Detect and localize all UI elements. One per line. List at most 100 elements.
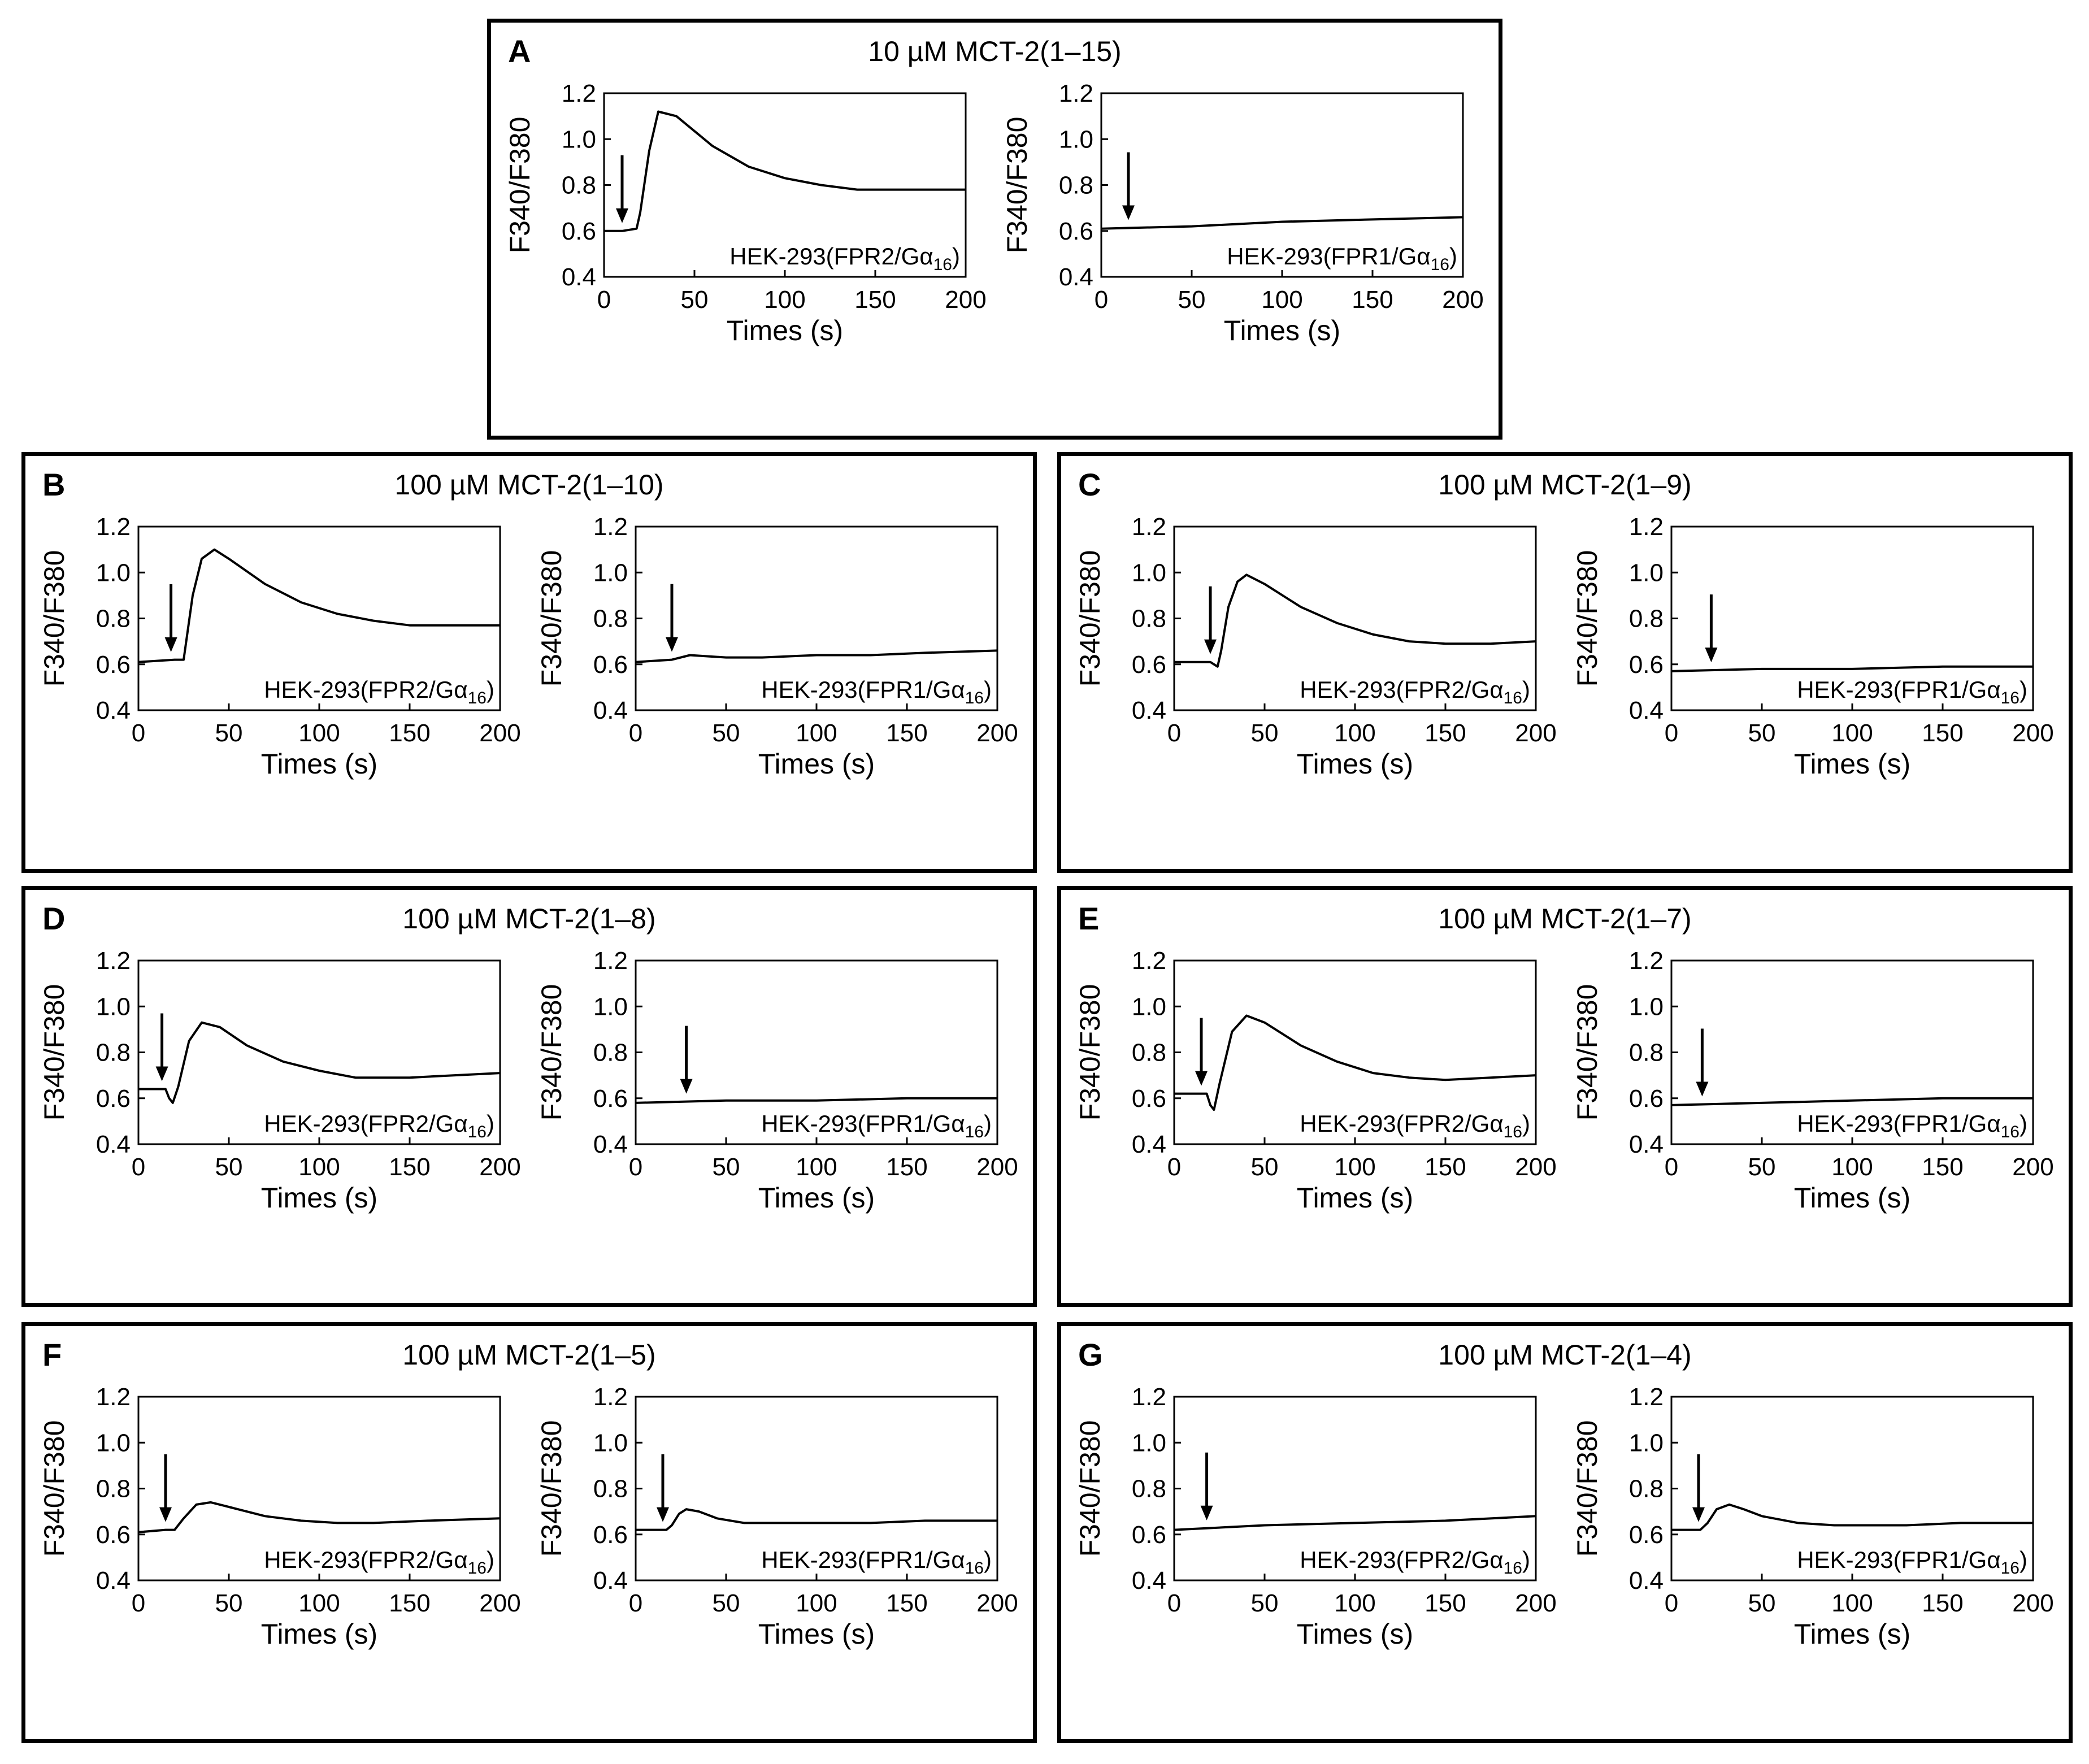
y-tick-label: 1.2 [1132,513,1166,541]
x-axis-label: Times (s) [1297,1182,1413,1214]
y-tick-label: 1.2 [1629,1383,1664,1411]
x-tick-label: 0 [1167,1589,1181,1617]
x-tick-label: 50 [1748,1153,1776,1181]
cell-line-subscript: 16 [2001,1559,2019,1578]
y-axis-label: F340/F380 [536,984,567,1121]
right-plot: 0 50 100 150 200 0.4 0.6 0.8 1.0 1.2 Times (s) F340… [536,513,1018,780]
left-plot: 0 50 100 150 200 0.4 0.6 0.8 1.0 1.2 Times (s) F340… [504,80,987,346]
x-tick-label: 0 [629,719,642,747]
cell-line-close: ) [2019,1546,2027,1573]
y-axis-label: F340/F380 [1074,984,1106,1121]
cell-line-close: ) [487,1110,494,1137]
cell-line-name: HEK-293(FPR2/Gα [264,1110,467,1137]
x-axis-label: Times (s) [1794,748,1910,780]
x-tick-label: 150 [1922,719,1963,747]
cell-line-name: HEK-293(FPR1/Gα [761,1546,965,1573]
panel-letter: A [508,33,531,69]
left-plot: 0 50 100 150 200 0.4 0.6 0.8 1.0 1.2 Times (s) F340… [38,1383,521,1650]
panel-title: 100 µM MCT-2(1–10) [394,469,664,501]
cell-line-subscript: 16 [965,1123,984,1141]
y-tick-label: 1.0 [1132,559,1166,586]
y-axis-label: F340/F380 [1001,117,1033,254]
left-plot: 0 50 100 150 200 0.4 0.6 0.8 1.0 1.2 Times (s) F340… [38,513,521,780]
stimulus-arrow-head [1200,1505,1213,1520]
cell-line-label: HEK-293(FPR1/Gα16) [761,676,992,707]
y-axis-label: F340/F380 [536,1420,567,1557]
cell-line-name: HEK-293(FPR1/Gα [761,676,965,703]
cell-line-label: HEK-293(FPR1/Gα16) [761,1110,992,1141]
cell-line-name: HEK-293(FPR2/Gα [1300,676,1503,703]
panel-b: B 100 µM MCT-2(1–10) 0 50 100 150 200 0.4 0.6 0… [21,452,1037,873]
x-tick-label: 50 [681,286,709,314]
panel-g: G 100 µM MCT-2(1–4) 0 50 100 150 200 0.4 0.6 0.… [1057,1322,2073,1743]
x-tick-label: 0 [132,1589,145,1617]
x-tick-label: 150 [886,1589,927,1617]
panel-title: 100 µM MCT-2(1–9) [1438,469,1692,501]
stimulus-arrow-head [155,1066,168,1081]
y-tick-label: 0.8 [96,1039,131,1067]
x-tick-label: 0 [1095,286,1108,314]
cell-line-name: HEK-293(FPR1/Gα [1797,1110,2000,1137]
cell-line-subscript: 16 [965,689,984,707]
cell-line-subscript: 16 [468,1559,487,1578]
x-tick-label: 100 [1261,286,1302,314]
y-tick-label: 0.8 [1132,1475,1166,1503]
response-curve [138,548,500,663]
cell-line-close: ) [952,243,960,270]
stimulus-arrow-head [680,1079,693,1094]
cell-line-label: HEK-293(FPR2/Gα16) [264,1546,494,1578]
cell-line-name: HEK-293(FPR1/Gα [1797,676,2000,703]
cell-line-close: ) [984,676,992,703]
x-axis-label: Times (s) [261,748,377,780]
stimulus-arrow-head [1122,205,1135,220]
cell-line-name: HEK-293(FPR2/Gα [264,676,467,703]
y-tick-label: 1.0 [96,559,131,586]
right-plot: 0 50 100 150 200 0.4 0.6 0.8 1.0 1.2 Times (s) F340… [1571,1383,2054,1650]
x-tick-label: 100 [1831,1589,1873,1617]
y-tick-label: 0.6 [593,1521,628,1549]
x-tick-label: 150 [389,1153,430,1181]
x-axis-label: Times (s) [1297,1618,1413,1650]
y-tick-label: 1.0 [593,559,628,586]
y-tick-label: 0.8 [1059,172,1093,199]
right-plot: 0 50 100 150 200 0.4 0.6 0.8 1.0 1.2 Times (s) F340… [1001,80,1484,346]
y-axis-label: F340/F380 [1074,1420,1106,1557]
x-tick-label: 100 [796,1589,837,1617]
y-tick-label: 0.6 [1629,1521,1664,1549]
x-tick-label: 200 [1515,1589,1556,1617]
right-plot: 0 50 100 150 200 0.4 0.6 0.8 1.0 1.2 Times (s) F340… [1571,513,2054,780]
cell-line-name: HEK-293(FPR2/Gα [264,1546,467,1573]
x-tick-label: 50 [1251,719,1279,747]
cell-line-subscript: 16 [933,255,952,274]
y-tick-label: 0.4 [96,1567,131,1594]
cell-line-name: HEK-293(FPR2/Gα [1300,1110,1503,1137]
panel-c: C 100 µM MCT-2(1–9) 0 50 100 150 200 0.4 0.6 0.… [1057,452,2073,873]
response-curve [1174,573,1536,668]
cell-line-subscript: 16 [1431,255,1449,274]
panel-letter: B [42,467,66,502]
x-tick-label: 200 [479,719,520,747]
cell-line-close: ) [487,1546,494,1573]
y-tick-label: 1.0 [1059,125,1093,153]
y-tick-label: 0.4 [1132,697,1166,724]
y-tick-label: 0.8 [593,1039,628,1067]
x-axis-label: Times (s) [1794,1182,1910,1214]
x-tick-label: 100 [1334,719,1375,747]
y-axis-label: F340/F380 [1571,550,1603,687]
x-tick-label: 150 [1424,1589,1466,1617]
cell-line-close: ) [2019,1110,2027,1137]
y-tick-label: 0.8 [1629,1475,1664,1503]
response-curve [1671,1097,2033,1106]
cell-line-label: HEK-293(FPR2/Gα16) [264,676,494,707]
x-tick-label: 100 [298,1589,340,1617]
y-tick-label: 0.8 [593,1475,628,1503]
cell-line-close: ) [1522,1110,1530,1137]
y-tick-label: 0.8 [96,1475,131,1503]
y-axis-label: F340/F380 [38,1420,70,1557]
y-tick-label: 0.4 [96,697,131,724]
y-tick-label: 1.2 [1629,513,1664,541]
y-axis-label: F340/F380 [536,550,567,687]
panel-title: 10 µM MCT-2(1–15) [868,36,1122,67]
y-tick-label: 1.0 [562,125,596,153]
x-tick-label: 50 [1251,1589,1279,1617]
